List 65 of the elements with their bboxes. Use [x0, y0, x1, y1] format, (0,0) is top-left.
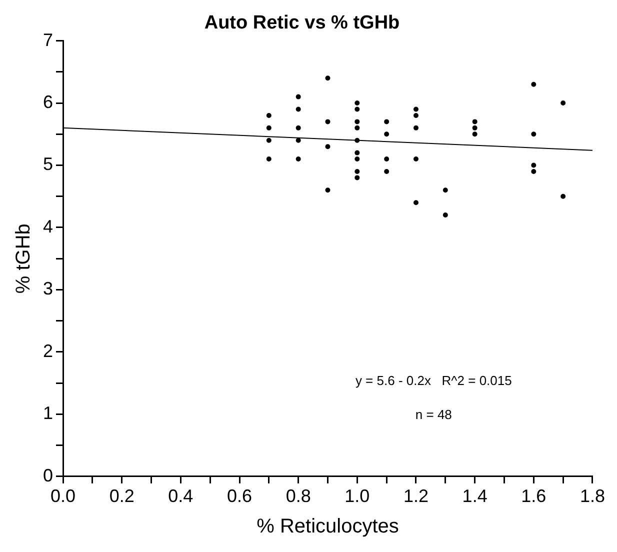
point [325, 119, 330, 124]
x-tick-label: 1.0 [344, 486, 370, 506]
point [354, 119, 360, 124]
point [266, 138, 272, 143]
x-axis-title: % Reticulocytes [256, 516, 399, 538]
point [531, 168, 536, 174]
annotation: y = 5.6 - 0.2x R^2 = 0.015 [355, 372, 512, 388]
point [472, 125, 478, 130]
point [325, 188, 330, 193]
point [354, 100, 360, 106]
point [266, 125, 272, 130]
point [296, 106, 301, 112]
point [296, 138, 301, 143]
x-tick-label: 0.6 [226, 486, 252, 506]
point [296, 94, 301, 100]
y-tick-label: 4 [42, 216, 54, 236]
point [354, 168, 360, 174]
point [560, 100, 566, 106]
point [560, 194, 566, 199]
point [531, 162, 536, 168]
point [266, 156, 272, 162]
point [442, 212, 448, 218]
point [296, 156, 301, 162]
y-tick-label: 7 [42, 30, 54, 50]
x-tick-label: 0.2 [109, 486, 134, 506]
point [266, 112, 272, 118]
point [354, 106, 360, 112]
point [413, 125, 418, 130]
point [384, 119, 390, 124]
point [384, 156, 390, 162]
x-tick-label: 0.4 [168, 486, 194, 506]
chart-title: Auto Retic vs % tGHb [204, 12, 400, 34]
point [531, 132, 536, 137]
point [354, 150, 360, 156]
point [354, 156, 360, 162]
point [325, 76, 330, 81]
point [472, 132, 478, 137]
y-tick-label: 0 [42, 465, 54, 486]
x-tick-label: 1.2 [403, 486, 429, 506]
y-tick-label: 3 [42, 278, 54, 299]
point [531, 82, 536, 87]
x-tick-label: 0.0 [50, 486, 76, 506]
y-tick-label: 1 [42, 403, 54, 424]
point [384, 168, 390, 174]
point [413, 112, 418, 118]
y-tick-label: 2 [42, 340, 54, 361]
annotation: n = 48 [415, 406, 452, 422]
point [413, 200, 418, 206]
y-tick-label: 6 [42, 92, 54, 112]
point [413, 156, 418, 162]
x-tick-label: 1.6 [521, 486, 546, 506]
x-tick-label: 1.4 [462, 486, 488, 506]
point [296, 125, 301, 130]
point [354, 125, 360, 130]
point [325, 144, 330, 150]
x-tick-label: 0.8 [286, 486, 311, 506]
point [354, 138, 360, 143]
y-axis-title: % tGHb [12, 224, 35, 294]
point [413, 106, 418, 112]
point [384, 132, 390, 137]
point [472, 119, 478, 124]
y-tick-label: 5 [42, 154, 54, 174]
x-tick-label: 1.8 [580, 486, 606, 506]
point [354, 175, 360, 180]
point [442, 188, 448, 193]
